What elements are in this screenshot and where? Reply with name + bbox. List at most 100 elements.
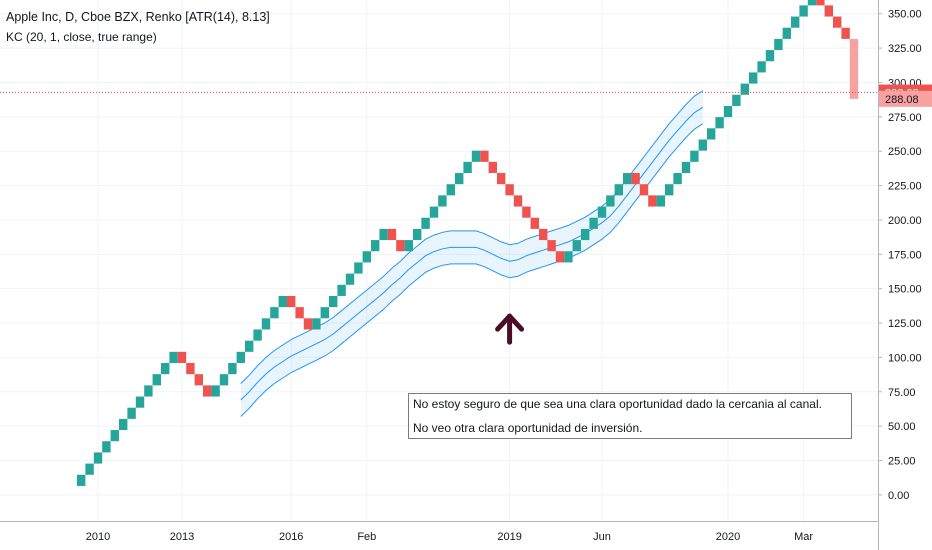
y-tick-label: 250.00 (888, 146, 922, 158)
x-tick-label: Jun (593, 531, 611, 543)
legend-keltner-indicator[interactable]: KC (20, 1, close, true range) (6, 30, 157, 44)
legend-symbol-title[interactable]: Apple Inc, D, Cboe BZX, Renko [ATR(14), … (6, 10, 270, 24)
renko-brick-up (715, 117, 724, 129)
renko-brick-down (631, 173, 640, 185)
keltner-lower-band (240, 123, 704, 417)
renko-brick-up (799, 5, 808, 17)
x-tick-label: 2016 (279, 531, 303, 543)
renko-brick-up (278, 295, 287, 308)
renko-brick-down (648, 195, 657, 207)
renko-brick-down (497, 173, 506, 185)
renko-brick-down (555, 251, 565, 263)
renko-brick-up (749, 72, 758, 84)
annotation-note-box[interactable]: No estoy seguro de que sea una clara opo… (408, 393, 852, 439)
renko-brick-up (698, 139, 707, 151)
renko-brick-down (505, 184, 514, 196)
renko-brick-up (371, 240, 380, 252)
renko-brick-up (77, 474, 86, 486)
renko-brick-down (833, 16, 842, 28)
renko-brick-up (245, 340, 254, 352)
y-tick-label: 125.00 (888, 318, 922, 330)
renko-brick-up (673, 173, 682, 185)
renko-brick-down (522, 206, 531, 218)
renko-brick-up (723, 105, 733, 118)
y-tick-label: 350.00 (888, 9, 922, 21)
renko-brick-up (564, 251, 573, 263)
renko-brick-up (127, 407, 136, 419)
renko-brick-down (488, 161, 497, 174)
renko-brick-up (606, 195, 615, 207)
renko-brick-up (614, 184, 623, 196)
renko-brick-down (824, 5, 833, 17)
renko-brick-up (589, 217, 598, 229)
y-tick-label: 75.00 (888, 387, 916, 399)
x-tick-label: Mar (794, 531, 813, 543)
renko-brick-up (421, 217, 430, 229)
renko-brick-up (446, 184, 455, 196)
renko-brick-up (329, 295, 338, 308)
y-tick-label: 200.00 (888, 215, 922, 227)
renko-brick-up (228, 363, 237, 375)
price-label: 288.08 (885, 94, 919, 106)
renko-brick-down (841, 27, 850, 39)
renko-brick-up (135, 396, 145, 408)
renko-brick-up (85, 463, 94, 475)
renko-brick-up (354, 262, 363, 274)
renko-brick-up (236, 351, 245, 364)
renko-brick-down (303, 318, 313, 330)
renko-brick-up (774, 38, 783, 51)
y-tick-label: 225.00 (888, 181, 922, 193)
renko-brick-up (312, 318, 321, 330)
x-tick-label: 2019 (497, 531, 521, 543)
renko-brick-up (765, 50, 775, 62)
renko-brick-down (203, 385, 212, 397)
annotation-note-line-2: No veo otra clara oportunidad de inversi… (413, 421, 643, 435)
y-tick-label: 275.00 (888, 112, 922, 124)
renko-brick-up (681, 161, 691, 174)
renko-brick-up (690, 150, 699, 162)
y-tick-label: 175.00 (888, 249, 922, 261)
renko-brick-down (480, 150, 489, 162)
renko-brick-up (379, 228, 388, 241)
renko-brick-up (219, 374, 229, 386)
annotation-note-line-1: No estoy seguro de que sea una clara opo… (413, 397, 822, 411)
renko-brick-up (152, 374, 161, 386)
y-tick-label: 0.00 (888, 490, 909, 502)
renko-brick-down (530, 217, 539, 229)
renko-brick-up (404, 240, 413, 252)
renko-brick-up (597, 206, 607, 218)
renko-brick-up (429, 206, 439, 218)
renko-brick-up (665, 184, 674, 196)
y-tick-label: 25.00 (888, 456, 916, 468)
renko-brick-up (707, 128, 716, 140)
renko-brick-up (807, 0, 817, 6)
renko-brick-down (186, 363, 195, 375)
renko-brick-up (102, 441, 111, 453)
renko-brick-up (93, 452, 103, 464)
renko-brick-up (782, 27, 791, 39)
renko-brick-down (177, 351, 187, 364)
renko-brick-up (362, 251, 371, 263)
y-tick-label: 150.00 (888, 284, 922, 296)
y-tick-label: 100.00 (888, 352, 922, 364)
renko-brick-up (623, 173, 632, 185)
y-tick-label: 325.00 (888, 43, 922, 55)
renko-brick-down (639, 184, 649, 196)
renko-brick-down (387, 228, 397, 241)
renko-brick-up (413, 228, 422, 241)
renko-brick-down (547, 240, 556, 252)
renko-brick-up (270, 307, 279, 319)
renko-brick-up (211, 385, 220, 397)
renko-brick-up (471, 150, 481, 162)
renko-brick-down (194, 374, 203, 386)
renko-brick-up (144, 385, 153, 397)
renko-brick-up (757, 61, 766, 73)
renko-brick-up (110, 430, 119, 442)
renko-brick-up (320, 307, 329, 319)
x-tick-label: Feb (357, 531, 376, 543)
renko-brick-up (169, 351, 178, 364)
renko-brick-down (513, 195, 523, 207)
renko-brick-up (337, 284, 346, 296)
